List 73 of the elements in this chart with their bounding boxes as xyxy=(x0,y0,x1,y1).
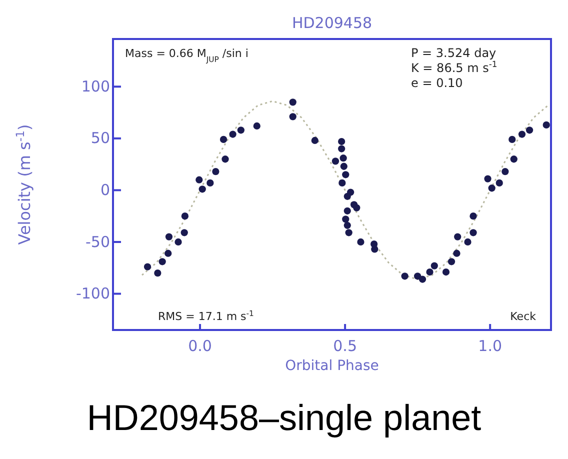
point xyxy=(345,229,352,236)
y-tick-label: 0 xyxy=(100,180,110,199)
y-tick-label: 50 xyxy=(90,129,110,148)
point xyxy=(174,238,182,246)
point xyxy=(470,229,477,236)
point xyxy=(165,233,173,240)
point xyxy=(454,233,462,240)
point xyxy=(196,176,203,184)
point xyxy=(154,269,162,277)
x-tick-label: 0.0 xyxy=(188,337,212,355)
point xyxy=(518,130,526,138)
chart-title: HD209458 xyxy=(292,14,372,32)
annotation: e = 0.10 xyxy=(411,76,463,90)
point xyxy=(453,250,460,257)
point xyxy=(448,258,456,266)
point xyxy=(181,212,189,220)
point xyxy=(510,156,518,163)
annotation: P = 3.524 day xyxy=(411,46,496,60)
annotation: Mass = 0.66 M$_{JUP}$ /sin i xyxy=(125,47,248,64)
point xyxy=(212,168,220,176)
point xyxy=(253,122,260,130)
annotation: RMS = 17.1 m s$^{-1}$ xyxy=(158,308,254,323)
y-tick-label: 100 xyxy=(81,77,110,96)
point xyxy=(206,179,214,187)
point xyxy=(401,272,408,280)
point xyxy=(237,126,244,134)
y-tick-label: -100 xyxy=(76,284,110,303)
point xyxy=(338,179,346,187)
point xyxy=(470,212,477,220)
point xyxy=(464,238,472,246)
point xyxy=(338,138,346,146)
point xyxy=(508,136,516,144)
point xyxy=(311,136,318,144)
point xyxy=(220,136,228,144)
point xyxy=(526,126,534,134)
point xyxy=(430,262,438,270)
x-tick-label: 1.0 xyxy=(478,337,502,355)
point xyxy=(342,216,350,223)
x-axis-title: Orbital Phase xyxy=(285,358,379,374)
point xyxy=(338,145,346,152)
point xyxy=(180,229,188,236)
x-tick-label: 0.5 xyxy=(333,337,357,355)
line-series xyxy=(141,100,549,280)
point xyxy=(229,130,236,138)
point xyxy=(340,162,348,170)
point xyxy=(342,171,350,178)
point xyxy=(371,246,378,253)
point xyxy=(332,158,340,165)
point xyxy=(340,154,347,162)
point xyxy=(344,222,351,229)
point xyxy=(442,268,450,276)
point xyxy=(426,268,434,276)
point xyxy=(222,156,229,163)
point xyxy=(353,204,360,212)
point xyxy=(542,121,550,129)
annotation: K = 86.5 m s$^{-1}$ xyxy=(411,59,498,75)
point xyxy=(344,207,351,214)
point xyxy=(502,168,509,176)
point xyxy=(144,263,152,270)
text: HD209458–single planet xyxy=(86,397,482,438)
point xyxy=(158,258,166,266)
point xyxy=(496,179,503,187)
point xyxy=(198,186,206,193)
annotation: Keck xyxy=(510,310,537,323)
point xyxy=(164,250,172,257)
point xyxy=(357,238,364,246)
point xyxy=(484,175,492,182)
point xyxy=(289,98,296,106)
point xyxy=(418,276,426,283)
point xyxy=(344,192,351,200)
point xyxy=(289,113,296,120)
point xyxy=(488,184,496,192)
y-tick-label: -50 xyxy=(86,232,110,251)
